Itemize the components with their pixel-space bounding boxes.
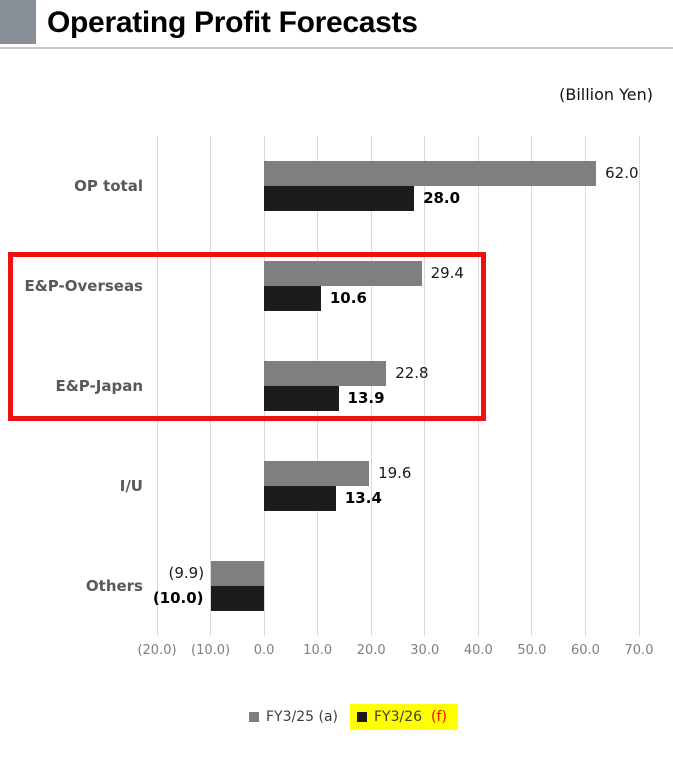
gridline [210, 136, 212, 636]
legend: FY3/25 (a) FY3/26 (f) [249, 703, 458, 731]
gridline [584, 136, 586, 636]
x-axis-tick-label: 70.0 [624, 643, 654, 658]
bar-forecast [264, 386, 339, 411]
category-label: I/U [119, 477, 143, 495]
legend-swatch-gray [249, 712, 259, 722]
value-label: 28.0 [423, 189, 461, 207]
bar-forecast [264, 486, 336, 511]
bar-actual [264, 361, 387, 386]
axis-unit-label: (Billion Yen) [559, 85, 653, 104]
page-title: Operating Profit Forecasts [47, 6, 418, 39]
gridline [531, 136, 533, 636]
value-label: 22.8 [395, 364, 429, 382]
value-label: 13.9 [347, 389, 385, 407]
gridline [424, 136, 426, 636]
bar-actual [264, 261, 422, 286]
bar-actual [264, 161, 597, 186]
value-label: 19.6 [378, 464, 412, 482]
value-label: 10.6 [329, 289, 367, 307]
value-label: 29.4 [430, 264, 464, 282]
x-axis-tick-label: 0.0 [253, 643, 275, 658]
x-axis-tick-label: 60.0 [570, 643, 600, 658]
x-axis-tick-label: 40.0 [463, 643, 493, 658]
bar-forecast [210, 586, 265, 611]
legend-forecast-flag: (f) [431, 709, 447, 725]
category-label: E&P-Japan [55, 377, 143, 395]
legend-item-fy326: FY3/26 (f) [350, 704, 458, 730]
value-label: 13.4 [344, 489, 382, 507]
x-axis-tick-label: (10.0) [191, 643, 231, 658]
bar-forecast [264, 186, 415, 211]
x-axis-tick-label: 50.0 [517, 643, 547, 658]
value-label: (10.0) [152, 589, 204, 607]
category-label: Others [85, 577, 143, 595]
x-axis-tick-label: 20.0 [356, 643, 386, 658]
legend-label-fy326: FY3/26 [374, 709, 423, 725]
legend-item-fy325: FY3/25 (a) [249, 709, 338, 725]
title-underline [0, 47, 673, 49]
bar-actual [264, 461, 370, 486]
x-axis-tick-label: (20.0) [137, 643, 177, 658]
gridline [370, 136, 372, 636]
category-label: E&P-Overseas [24, 277, 143, 295]
bar-actual [211, 561, 265, 586]
legend-label-fy325: FY3/25 (a) [266, 709, 338, 725]
x-axis-tick-label: 30.0 [410, 643, 440, 658]
category-label: OP total [74, 177, 143, 195]
bar-forecast [264, 286, 321, 311]
legend-swatch-black [357, 712, 367, 722]
x-axis-tick-label: 10.0 [303, 643, 333, 658]
gridline [477, 136, 479, 636]
value-label: (9.9) [168, 564, 205, 582]
title-corner-square [0, 0, 36, 44]
gridline [156, 136, 158, 636]
value-label: 62.0 [605, 164, 639, 182]
bar-chart: (20.0) (10.0) 0.0 10.0 20.0 30.0 40.0 50.0 60.0 7… [24, 136, 654, 658]
gridline [638, 136, 640, 636]
